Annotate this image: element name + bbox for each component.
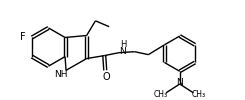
Text: H: H bbox=[120, 40, 126, 49]
Text: CH₃: CH₃ bbox=[191, 90, 205, 99]
Text: N: N bbox=[120, 47, 126, 56]
Text: N: N bbox=[176, 78, 183, 87]
Text: CH₃: CH₃ bbox=[154, 90, 168, 99]
Text: NH: NH bbox=[54, 70, 68, 79]
Text: F: F bbox=[20, 32, 26, 42]
Text: O: O bbox=[102, 72, 110, 82]
